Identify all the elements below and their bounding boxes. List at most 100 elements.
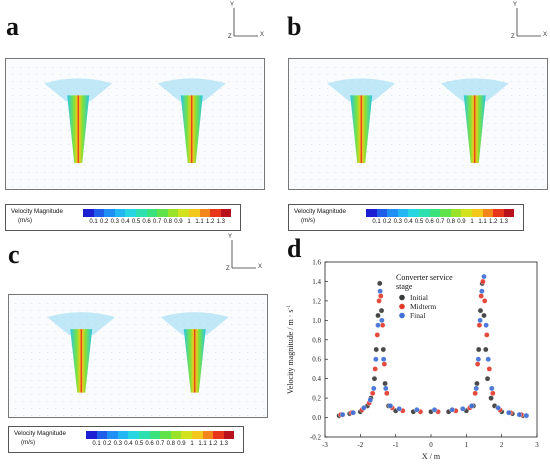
- vector-mark: [415, 67, 417, 68]
- vector-mark: [543, 95, 545, 96]
- vector-mark: [159, 303, 161, 304]
- vector-mark: [244, 109, 246, 110]
- vector-mark: [183, 366, 185, 367]
- vector-mark: [180, 137, 182, 138]
- vector-mark: [455, 116, 457, 117]
- vector-mark: [527, 74, 529, 75]
- vector-mark: [543, 81, 545, 82]
- data-point-midterm: [490, 390, 496, 397]
- data-point-final: [373, 356, 379, 363]
- vector-mark: [127, 303, 129, 304]
- vector-mark: [415, 165, 417, 166]
- vector-mark: [20, 130, 22, 131]
- vector-mark: [455, 67, 457, 68]
- vector-mark: [183, 338, 185, 339]
- vector-mark: [84, 74, 86, 75]
- vector-mark: [236, 144, 238, 145]
- vector-mark: [116, 137, 118, 138]
- vector-mark: [135, 303, 137, 304]
- data-point-final: [382, 385, 389, 392]
- vector-mark: [220, 88, 222, 89]
- vector-mark: [463, 67, 465, 68]
- vector-mark: [127, 345, 129, 346]
- vector-mark: [263, 317, 265, 318]
- vector-mark: [359, 74, 361, 75]
- vector-mark: [527, 151, 529, 152]
- vector-mark: [116, 144, 118, 145]
- data-point-initial: [475, 346, 482, 353]
- data-point-initial: [378, 307, 385, 314]
- vector-mark: [263, 380, 265, 381]
- vector-mark: [92, 144, 94, 145]
- vector-mark: [343, 186, 345, 187]
- vector-mark: [116, 158, 118, 159]
- vector-mark: [415, 102, 417, 103]
- vector-mark: [191, 394, 193, 395]
- legend-tick-label: 1.1: [198, 441, 207, 447]
- vector-mark: [236, 74, 238, 75]
- vector-mark: [228, 67, 230, 68]
- vector-mark: [151, 310, 153, 311]
- vector-mark: [220, 109, 222, 110]
- vector-mark: [223, 408, 225, 409]
- vector-mark: [519, 123, 521, 124]
- vector-mark: [191, 408, 193, 409]
- vector-mark: [180, 130, 182, 131]
- vector-mark: [223, 366, 225, 367]
- vector-mark: [260, 88, 262, 89]
- vector-mark: [431, 102, 433, 103]
- vector-mark: [407, 88, 409, 89]
- axis-y-label: Y: [230, 2, 235, 8]
- vector-mark: [212, 74, 214, 75]
- vector-mark: [167, 373, 169, 374]
- vector-mark: [151, 359, 153, 360]
- vector-mark: [463, 109, 465, 110]
- vector-mark: [164, 179, 166, 180]
- vector-mark: [119, 303, 121, 304]
- data-point-midterm: [472, 390, 478, 397]
- x-tick-label: -3: [322, 441, 328, 449]
- vector-mark: [180, 165, 182, 166]
- vector-mark: [228, 158, 230, 159]
- vector-mark: [28, 137, 30, 138]
- vector-mark: [335, 186, 337, 187]
- vector-mark: [127, 415, 129, 416]
- vector-mark: [132, 67, 134, 68]
- legend-swatch: [387, 209, 398, 217]
- vector-mark: [164, 151, 166, 152]
- legend-swatch: [199, 209, 211, 217]
- vector-mark: [479, 158, 481, 159]
- legend-title: Velocity Magnitude: [294, 208, 346, 215]
- legend-tick-label: 0.2: [100, 219, 109, 225]
- vector-mark: [119, 408, 121, 409]
- vector-mark: [527, 144, 529, 145]
- vector-mark: [247, 338, 249, 339]
- vector-mark: [255, 394, 257, 395]
- vector-mark: [12, 186, 14, 187]
- y-tick-label: 1.4: [312, 278, 321, 286]
- vector-mark: [111, 345, 113, 346]
- vector-mark: [204, 179, 206, 180]
- vector-mark: [487, 109, 489, 110]
- vector-mark: [148, 109, 150, 110]
- vector-mark: [60, 165, 62, 166]
- vector-mark: [247, 317, 249, 318]
- vector-mark: [447, 109, 449, 110]
- vector-mark: [228, 81, 230, 82]
- vector-mark: [132, 137, 134, 138]
- vector-mark: [319, 123, 321, 124]
- vector-mark: [95, 387, 97, 388]
- vector-mark: [223, 338, 225, 339]
- vector-mark: [527, 81, 529, 82]
- vector-mark: [252, 67, 254, 68]
- panel-letter-c: c: [8, 240, 20, 269]
- legend-tick-label: 0.1: [92, 441, 101, 447]
- vector-mark: [135, 310, 137, 311]
- vector-mark: [228, 95, 230, 96]
- data-point-final: [361, 405, 367, 411]
- vector-mark: [167, 380, 169, 381]
- vector-mark: [135, 338, 137, 339]
- vector-mark: [383, 102, 385, 103]
- vector-mark: [543, 137, 545, 138]
- vector-mark: [151, 338, 153, 339]
